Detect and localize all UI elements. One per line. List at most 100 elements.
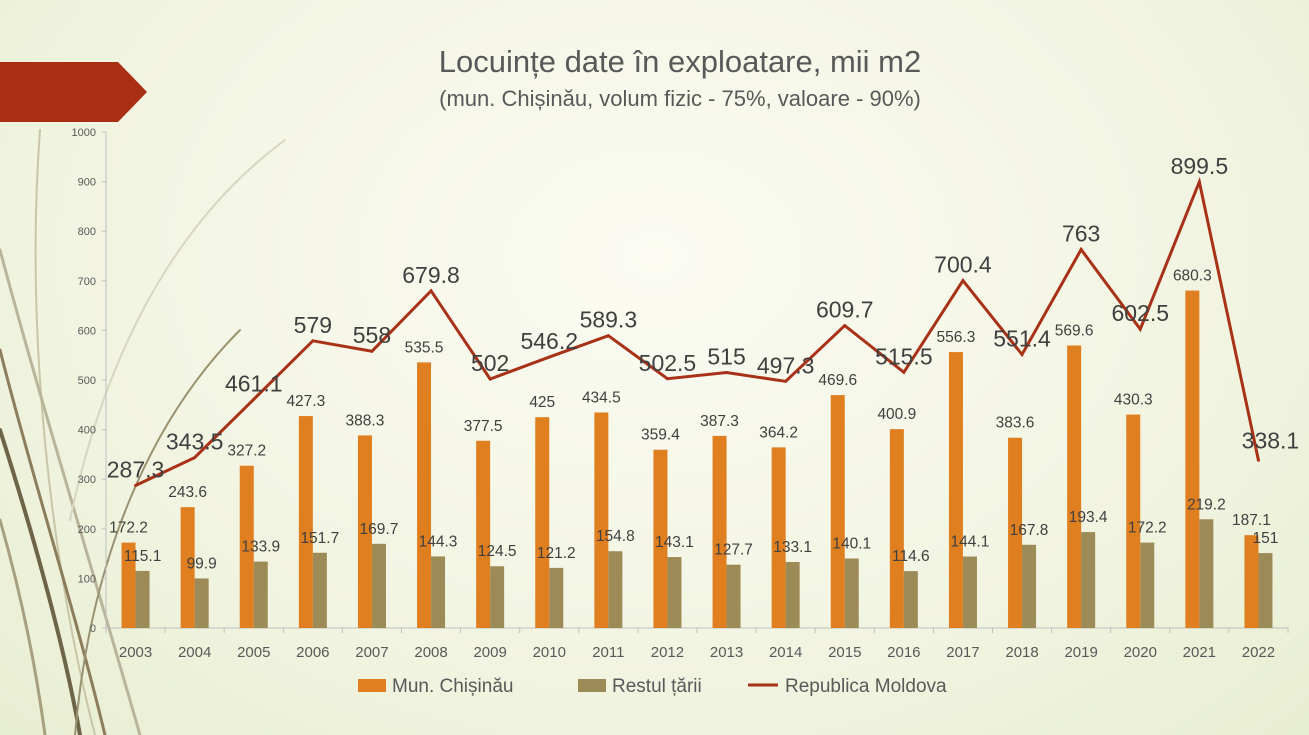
line-point [606,334,610,338]
data-label-chisinau: 383.6 [996,415,1035,432]
chart-title: Locuințe date în exploatare, mii m2 [439,44,922,79]
bars [121,290,1273,628]
data-label-chisinau: 556.3 [937,329,976,346]
bar-chisinau [771,447,786,628]
x-tick-label: 2011 [592,644,624,661]
x-axis: 2003 2004 2005 2006 2007 2008 2009 2010 2011 2012… [105,627,1289,661]
bar-chisinau [889,429,904,628]
data-label-restul-tarii: 193.4 [1069,509,1108,526]
bar-restul-tarii [312,552,327,628]
x-tick-label: 2004 [178,644,211,661]
bar-chisinau [1185,290,1200,628]
data-label-restul-tarii: 144.3 [419,533,458,550]
x-tick-label: 2003 [119,644,152,661]
line-point [547,355,551,359]
bar-chisinau [1008,437,1023,628]
x-tick-label: 2021 [1183,644,1216,661]
bar-restul-tarii [371,543,386,628]
bar-chisinau [180,507,195,628]
x-tick-label: 2018 [1005,644,1038,661]
data-label-chisinau: 172.2 [109,520,148,537]
bar-restul-tarii [903,571,918,628]
bar-chisinau [298,416,313,628]
data-label-chisinau: 387.3 [700,413,739,430]
x-tick-label: 2015 [828,644,861,661]
y-tick-label: 700 [78,276,96,288]
bar-chisinau [535,417,550,628]
line-point [193,456,197,460]
y-tick-label: 900 [78,177,96,189]
data-label-republica-moldova: 679.8 [402,262,460,288]
bar-restul-tarii [726,564,741,628]
bar-chisinau [121,542,136,628]
bar-chisinau [594,412,609,628]
line-point [1138,327,1142,331]
data-label-chisinau: 535.5 [405,339,444,356]
data-label-restul-tarii: 140.1 [832,536,871,553]
x-tick-label: 2019 [1064,644,1097,661]
data-label-chisinau: 359.4 [641,427,680,444]
bar-chisinau [1244,535,1259,628]
data-label-chisinau: 469.6 [818,372,857,389]
bar-restul-tarii [785,561,800,628]
data-label-republica-moldova: 609.7 [816,297,874,323]
data-label-republica-moldova: 497.3 [757,352,815,378]
bar-chisinau [1067,345,1082,628]
data-label-republica-moldova: 602.5 [1111,300,1169,326]
bar-restul-tarii [1081,532,1096,628]
data-label-republica-moldova: 763 [1062,221,1100,247]
y-tick-label: 600 [78,325,96,337]
x-tick-label: 2010 [533,644,566,661]
bar-restul-tarii [194,578,209,628]
data-label-republica-moldova: 343.5 [166,429,224,455]
y-tick-label: 300 [78,474,96,486]
bar-restul-tarii [135,570,150,628]
y-tick-label: 1000 [72,127,96,139]
data-label-chisinau: 427.3 [286,393,325,410]
bar-restul-tarii [608,551,623,628]
data-label-chisinau: 243.6 [168,484,207,501]
line-point [370,349,374,353]
y-tick-label: 800 [78,226,96,238]
line-point [725,371,729,375]
bar-restul-tarii [1022,544,1037,628]
bar-restul-tarii [490,566,505,628]
bar-restul-tarii [1258,553,1273,628]
bar-chisinau [357,435,372,628]
data-label-restul-tarii: 151 [1253,530,1279,547]
legend-label-republica-moldova: Republica Moldova [785,676,947,697]
y-tick-label: 0 [90,623,96,635]
data-label-restul-tarii: 114.6 [892,548,930,565]
line-point [961,279,965,283]
data-label-restul-tarii: 167.8 [1010,522,1049,539]
data-label-chisinau: 434.5 [582,389,621,406]
data-label-restul-tarii: 124.5 [478,543,517,560]
data-label-chisinau: 569.6 [1055,322,1094,339]
x-tick-label: 2012 [651,644,684,661]
data-label-restul-tarii: 99.9 [187,555,217,572]
y-tick-label: 500 [78,375,96,387]
accent-banner [0,62,147,122]
legend-label-chisinau: Mun. Chișinău [392,676,513,697]
x-tick-label: 2013 [710,644,743,661]
x-tick-label: 2017 [946,644,979,661]
data-label-republica-moldova: 502.5 [639,350,697,376]
x-tick-label: 2022 [1242,644,1275,661]
data-label-restul-tarii: 121.2 [537,545,576,562]
bar-restul-tarii [253,561,268,628]
line-point [311,339,315,343]
line-point [488,377,492,381]
data-label-republica-moldova: 579 [294,312,332,338]
y-tick-label: 200 [78,524,96,536]
legend: Mun. Chișinău Restul țării Republica Moldo… [358,676,947,697]
line-point [784,379,788,383]
bar-chisinau [653,449,668,628]
line-point [252,397,256,401]
bar-restul-tarii [1140,542,1155,628]
data-label-chisinau: 430.3 [1114,392,1153,409]
data-label-republica-moldova: 558 [353,322,391,348]
bar-chisinau [417,362,432,628]
bar-chisinau [712,435,727,628]
